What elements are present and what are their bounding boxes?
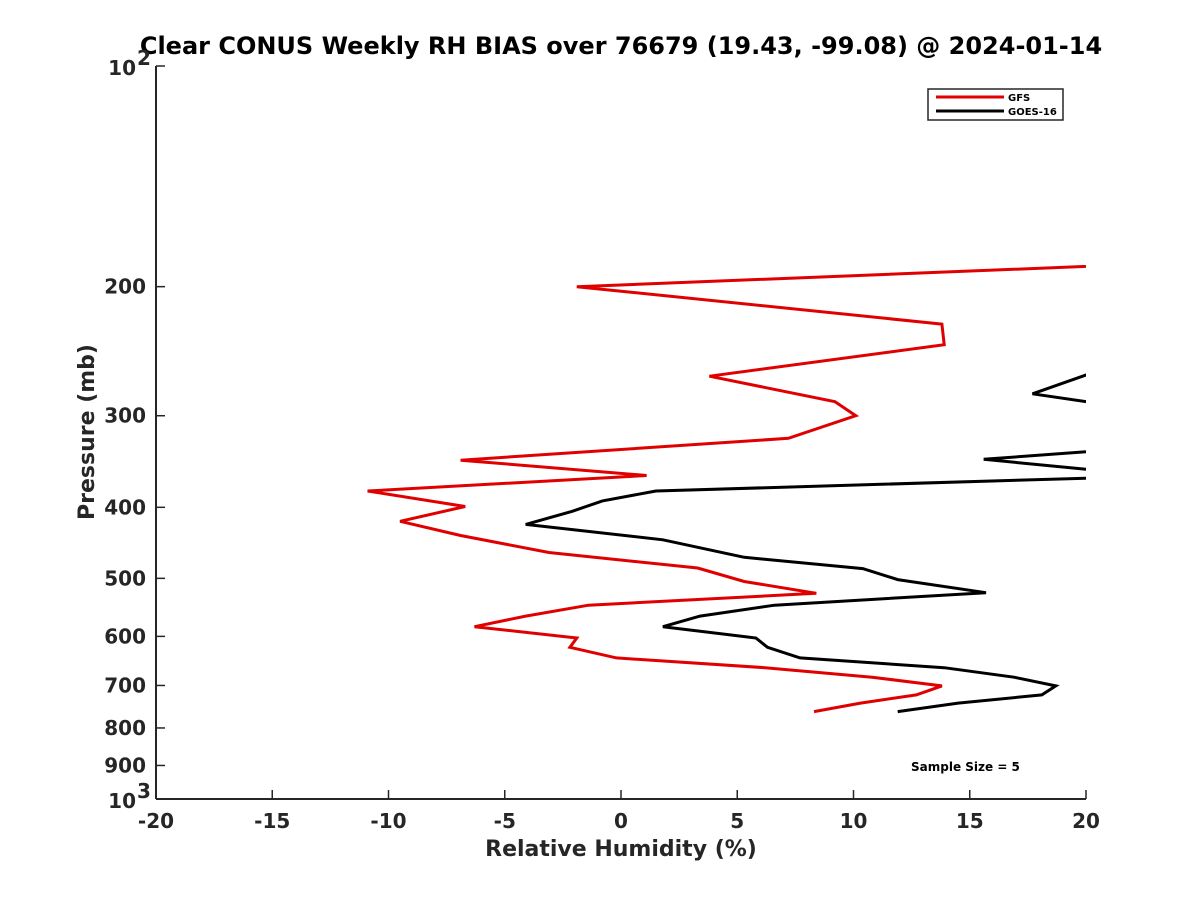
y-tick-label: 200 [104,275,146,299]
chart-title: Clear CONUS Weekly RH BIAS over 76679 (1… [140,32,1102,60]
y-tick-label: 600 [104,624,146,648]
y-tick-exponent: 2 [137,46,151,70]
series-line-gfs [367,264,1086,714]
x-tick-label: 15 [956,809,984,833]
legend-goes16-label: GOES-16 [1008,107,1057,118]
x-tick-label: 5 [730,809,744,833]
x-tick-label: 20 [1072,809,1100,833]
series-line-goes-16 [525,373,1086,714]
y-tick-label: 300 [104,404,146,428]
x-axis-label: Relative Humidity (%) [485,837,757,862]
y-tick-label: 400 [104,495,146,519]
y-tick-label: 900 [104,753,146,777]
legend-box [927,88,1064,121]
x-tick-label: -15 [254,809,290,833]
x-tick-label: -5 [494,809,516,833]
y-tick-label: 500 [104,566,146,590]
y-tick-label: 700 [104,673,146,697]
y-tick-label: 10 [108,789,136,813]
y-tick-label: 10 [108,56,136,80]
y-tick-exponent: 3 [137,779,151,803]
x-tick-label: -20 [138,809,174,833]
y-tick-label: 800 [104,716,146,740]
x-tick-label: 0 [614,809,628,833]
x-tick-label: -10 [370,809,406,833]
series-layer [367,264,1086,714]
legend-gfs-label: GFS [1008,93,1030,104]
x-ticks: -20 -15 -10 -5 0 5 10 15 20 [138,790,1100,833]
y-axis-label: Pressure (mb) [75,344,100,520]
legend: GFS GOES-16 [927,88,1064,121]
x-tick-label: 10 [840,809,868,833]
sample-size-annotation: Sample Size = 5 [911,760,1020,774]
